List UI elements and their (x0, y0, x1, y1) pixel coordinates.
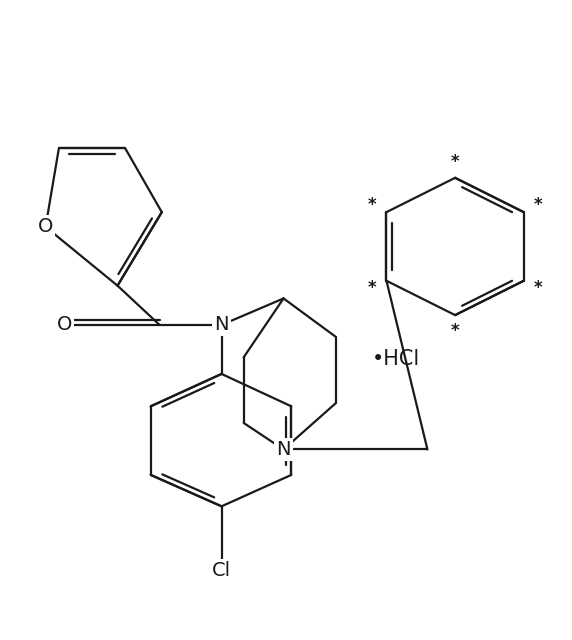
Text: N: N (276, 440, 291, 459)
Text: O: O (57, 316, 73, 335)
Text: *: * (451, 152, 459, 171)
Text: N: N (214, 316, 229, 335)
Text: •HCl: •HCl (372, 349, 420, 369)
Text: *: * (534, 196, 542, 214)
Text: Cl: Cl (212, 561, 231, 580)
Text: *: * (368, 196, 376, 214)
Text: *: * (451, 323, 459, 340)
Text: *: * (534, 279, 542, 297)
Text: *: * (368, 279, 376, 297)
Text: O: O (38, 218, 53, 236)
